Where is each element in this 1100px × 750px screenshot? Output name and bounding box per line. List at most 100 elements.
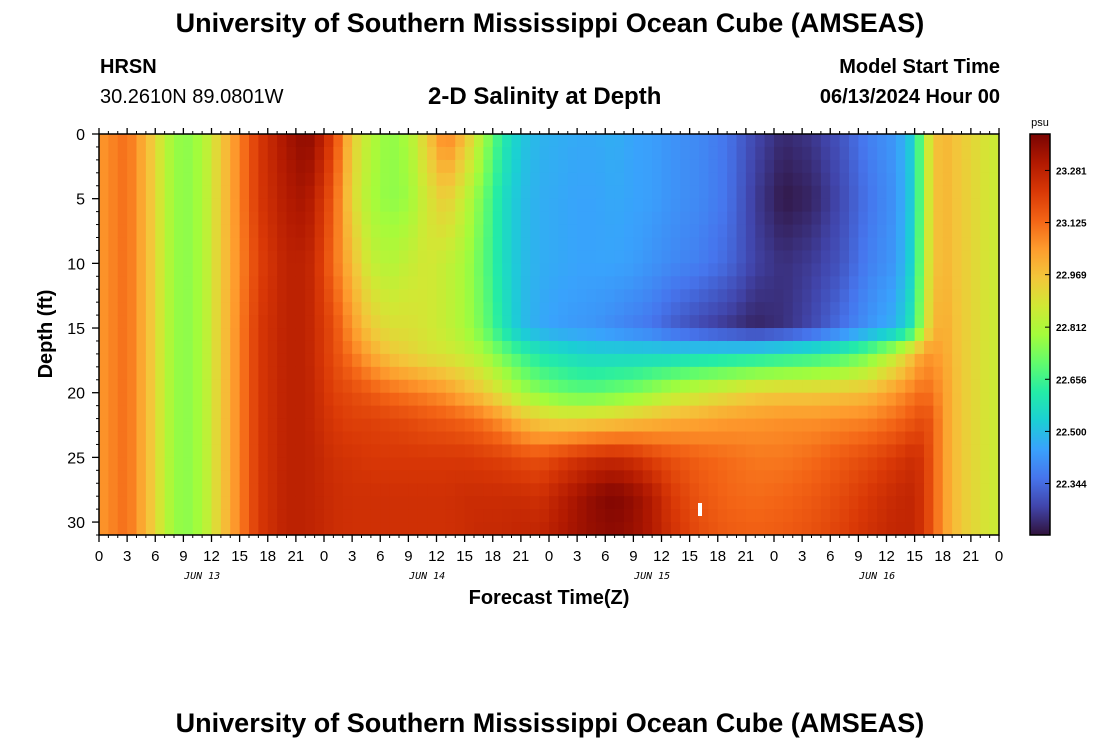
heatmap-cell [155, 340, 166, 355]
heatmap-cell [445, 366, 456, 381]
heatmap-cell [342, 146, 353, 161]
heatmap-cell [558, 315, 569, 329]
heatmap-cell [633, 263, 644, 277]
heatmap-cell [249, 146, 259, 161]
heatmap-cell [774, 496, 784, 510]
heatmap-cell [342, 250, 353, 264]
heatmap-cell [661, 224, 672, 239]
x-tick-label: 18 [259, 548, 276, 565]
heatmap-cell [595, 392, 606, 407]
heatmap-cell [520, 366, 531, 381]
heatmap-cell [745, 237, 756, 252]
heatmap-cell [408, 431, 419, 446]
heatmap-cell [314, 211, 325, 226]
heatmap-cell [792, 431, 803, 446]
heatmap-cell [324, 289, 334, 303]
heatmap-cell [989, 328, 999, 342]
heatmap-cell [370, 392, 381, 407]
heatmap-cell [220, 250, 231, 264]
heatmap-cell [895, 328, 906, 342]
heatmap-cell [849, 172, 859, 187]
heatmap-cell [549, 198, 559, 213]
heatmap-cell [277, 431, 288, 446]
heatmap-cell [286, 237, 297, 252]
heatmap-cell [136, 146, 147, 161]
heatmap-cell [774, 276, 784, 290]
heatmap-cell [183, 289, 194, 303]
heatmap-cell [745, 146, 756, 161]
heatmap-cell [727, 302, 738, 316]
heatmap-cell [586, 328, 597, 342]
heatmap-cell [858, 353, 869, 368]
heatmap-cell [399, 353, 409, 368]
heatmap-cell [764, 340, 775, 355]
heatmap-cell [689, 315, 700, 329]
heatmap-cell [727, 134, 738, 148]
heatmap-cell [558, 146, 569, 161]
heatmap-cell [567, 237, 578, 252]
heatmap-cell [492, 405, 503, 420]
heatmap-cell [905, 172, 916, 187]
heatmap-cell [886, 392, 897, 407]
heatmap-cell [295, 172, 306, 187]
heatmap-cell [145, 276, 156, 290]
heatmap-cell [595, 134, 606, 148]
heatmap-cell [145, 379, 156, 394]
heatmap-cell [830, 172, 841, 187]
heatmap-cell [895, 444, 906, 458]
heatmap-cell [342, 418, 353, 433]
heatmap-cell [774, 340, 784, 355]
heatmap-cell [755, 470, 766, 484]
heatmap-cell [202, 315, 213, 329]
heatmap-cell [802, 302, 813, 316]
heatmap-cell [820, 418, 831, 433]
heatmap-cell [886, 405, 897, 420]
heatmap-cell [895, 522, 906, 535]
heatmap-cell [924, 509, 934, 523]
heatmap-cell [445, 340, 456, 355]
heatmap-cell [333, 276, 344, 290]
heatmap-cell [595, 340, 606, 355]
heatmap-cell [858, 328, 869, 342]
heatmap-cell [136, 250, 147, 264]
heatmap-cell [230, 483, 241, 497]
heatmap-cell [192, 172, 203, 187]
heatmap-cell [136, 366, 147, 381]
heatmap-cell [792, 470, 803, 484]
heatmap-cell [445, 224, 456, 239]
heatmap-cell [267, 483, 278, 497]
heatmap-cell [952, 146, 963, 161]
heatmap-cell [699, 172, 709, 187]
heatmap-cell [792, 483, 803, 497]
heatmap-cell [492, 366, 503, 381]
heatmap-cell [314, 457, 325, 471]
heatmap-cell [699, 483, 709, 497]
heatmap-cell [595, 276, 606, 290]
heatmap-cell [924, 353, 934, 368]
heatmap-cell [520, 509, 531, 523]
heatmap-cell [830, 392, 841, 407]
heatmap-cell [230, 405, 241, 420]
heatmap-cell [764, 224, 775, 239]
heatmap-cell [474, 328, 484, 342]
heatmap-cell [605, 328, 616, 342]
heatmap-cell [961, 302, 972, 316]
heatmap-cell [445, 211, 456, 226]
heatmap-cell [117, 185, 128, 200]
heatmap-cell [624, 392, 634, 407]
colorbar-tick-label: 23.125 [1056, 219, 1087, 230]
heatmap-cell [136, 328, 147, 342]
heatmap-cell [680, 134, 691, 148]
heatmap-cell [192, 328, 203, 342]
heatmap-cell [370, 483, 381, 497]
heatmap-cell [145, 496, 156, 510]
heatmap-cell [830, 522, 841, 535]
heatmap-cell [549, 276, 559, 290]
heatmap-cell [952, 211, 963, 226]
heatmap-cell [492, 457, 503, 471]
heatmap-cell [239, 431, 250, 446]
heatmap-cell [886, 276, 897, 290]
heatmap-cell [633, 457, 644, 471]
heatmap-cell [399, 457, 409, 471]
heatmap-cell [642, 496, 653, 510]
